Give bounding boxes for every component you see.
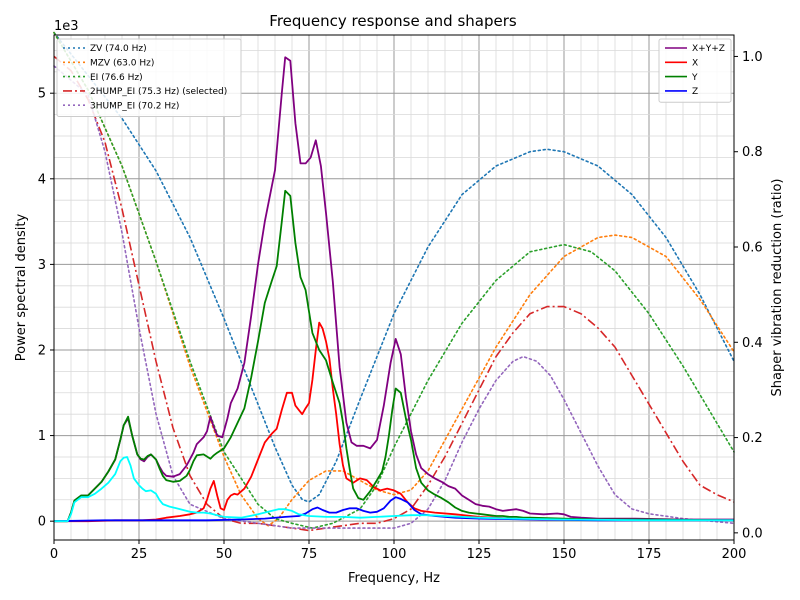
psd-legend: X+Y+Z XYZ <box>658 38 732 103</box>
y-axis-label: Power spectral density <box>14 213 29 361</box>
legend-label: ZV (74.0 Hz) <box>90 44 147 54</box>
psd-line-1 <box>54 321 734 523</box>
y-tick-label: 4 <box>38 172 46 187</box>
y-tick-label: 3 <box>38 258 46 273</box>
legend-label: Y <box>691 73 698 83</box>
x-tick-label: 0 <box>50 547 58 562</box>
y-tick-label: 5 <box>38 87 46 102</box>
y-tick-label: 1 <box>38 429 46 444</box>
psd-line-2 <box>54 189 735 523</box>
legend-label: Z <box>692 87 698 97</box>
x-tick-label: 200 <box>722 547 747 562</box>
x-tick-label: 75 <box>301 547 318 562</box>
series-layer <box>53 31 735 532</box>
psd-line-0 <box>54 56 734 523</box>
y2-tick-label: 0.6 <box>742 241 763 256</box>
y-offset-label: 1e3 <box>54 19 79 34</box>
legend-label: X+Y+Z <box>692 44 725 54</box>
x-tick-label: 50 <box>216 547 233 562</box>
chart-title: Frequency response and shapers <box>269 12 517 30</box>
axes-layer: 0 25 50 75 100 125 150 175 200 0 1 2 3 4 5 0.0 0.2 0.4 0.6… <box>38 50 763 562</box>
x-tick-label: 100 <box>382 547 407 562</box>
y2-tick-label: 0.0 <box>742 526 763 541</box>
x-tick-label: 25 <box>131 547 148 562</box>
legend-label: 3HUMP_EI (70.2 Hz) <box>90 101 179 111</box>
y-tick-label: 2 <box>38 343 46 358</box>
legend-label: 2HUMP_EI (75.3 Hz) (selected) <box>90 87 227 97</box>
legend-box <box>56 38 242 117</box>
y2-tick-label: 1.0 <box>742 50 763 65</box>
y-tick-label: 0 <box>38 515 46 530</box>
x-tick-label: 175 <box>637 547 662 562</box>
x-axis-label: Frequency, Hz <box>348 571 440 586</box>
legend-label: X <box>692 59 698 69</box>
y2-tick-label: 0.8 <box>742 145 763 160</box>
legend-box <box>658 38 732 103</box>
y2-tick-label: 0.2 <box>742 431 763 446</box>
y2-tick-label: 0.4 <box>742 336 763 351</box>
y2-axis-label: Shaper vibration reduction (ratio) <box>770 179 785 397</box>
legend-label: EI (76.6 Hz) <box>90 73 143 83</box>
legend-label: MZV (63.0 Hz) <box>90 59 154 69</box>
psd-line-4 <box>54 456 734 523</box>
x-tick-label: 125 <box>467 547 492 562</box>
x-tick-label: 150 <box>552 547 577 562</box>
shaper-legend: ZV (74.0 Hz) MZV (63.0 Hz) EI (76.6 Hz) 2HU… <box>56 38 242 117</box>
